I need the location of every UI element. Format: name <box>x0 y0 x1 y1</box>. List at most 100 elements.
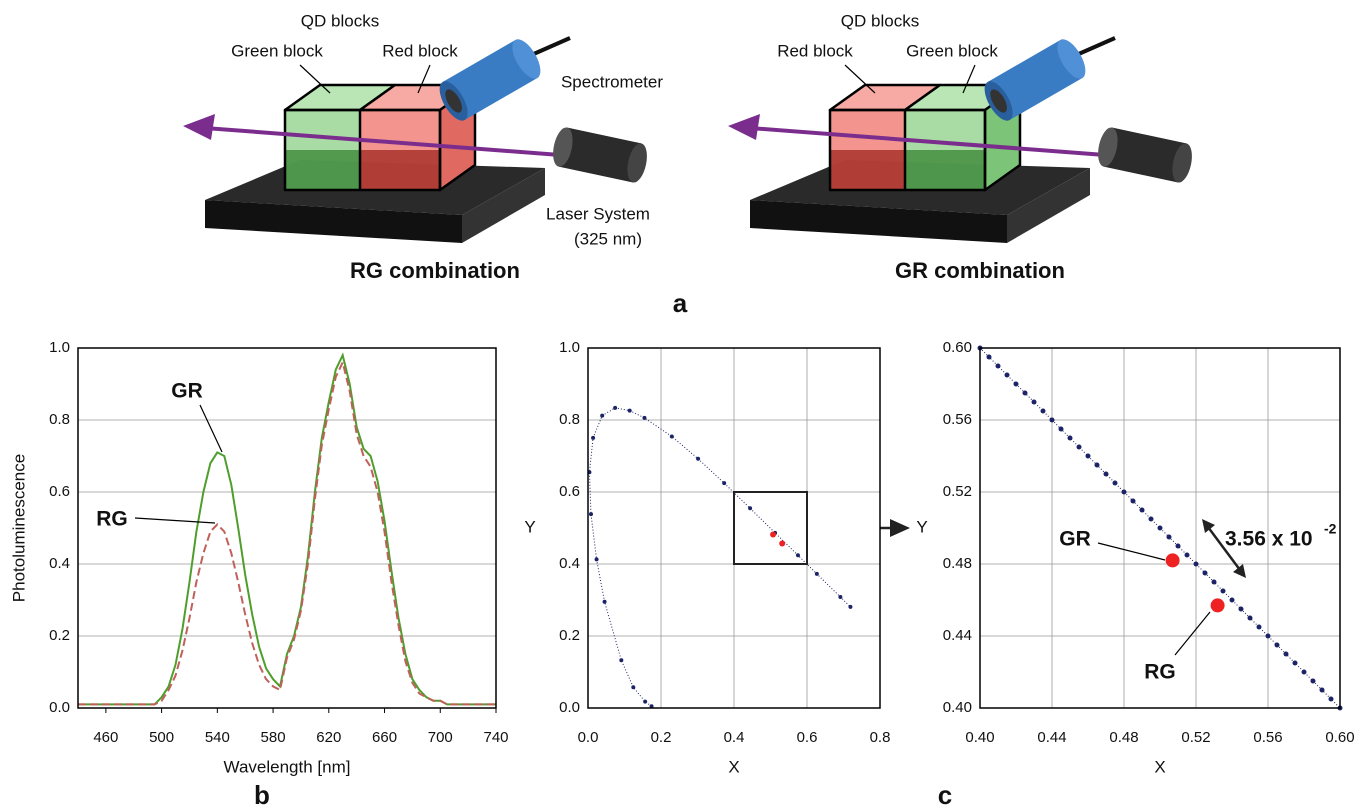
point <box>1067 435 1073 441</box>
point <box>748 506 753 511</box>
y-tick-label: 1.0 <box>49 339 70 356</box>
arrow-head <box>1202 519 1215 533</box>
point <box>1013 381 1019 387</box>
point <box>1328 696 1334 702</box>
point <box>591 435 596 440</box>
y-tick-label: 0.60 <box>943 339 972 356</box>
y-tick-label: 1.0 <box>559 339 580 356</box>
point <box>1085 453 1091 459</box>
point <box>995 363 1001 369</box>
point <box>1256 624 1262 630</box>
zoom-box <box>733 491 808 565</box>
y-tick-label: 0.4 <box>49 555 70 572</box>
point <box>1022 390 1028 396</box>
y-tick-label: 0.52 <box>943 483 972 500</box>
y-tick-label: 0.2 <box>559 627 580 644</box>
label: QD blocks <box>841 11 919 30</box>
point <box>1049 417 1055 423</box>
point <box>1247 615 1253 621</box>
panel-label: c <box>938 780 952 810</box>
series-line <box>78 359 496 706</box>
point <box>1040 408 1046 414</box>
x-tick-label: 0.8 <box>870 729 891 746</box>
x-tick-label: 0.4 <box>724 729 745 746</box>
point <box>588 512 593 517</box>
point <box>600 413 605 418</box>
point <box>814 571 819 576</box>
point <box>1301 669 1307 675</box>
plot-frame <box>587 347 881 709</box>
label: Green block <box>906 41 998 60</box>
point-label: RG <box>1144 661 1176 684</box>
point <box>602 599 607 604</box>
x-tick-label: 0.40 <box>965 729 994 746</box>
x-tick-label: 0.2 <box>651 729 672 746</box>
y-tick-label: 0.8 <box>559 411 580 428</box>
y-tick-label: 0.56 <box>943 411 972 428</box>
label: QD blocks <box>301 11 379 30</box>
point <box>838 595 843 600</box>
point <box>779 540 786 547</box>
point <box>1310 678 1316 684</box>
point <box>1139 507 1145 513</box>
panel-label: b <box>254 780 270 810</box>
caption: GR combination <box>895 258 1065 283</box>
point <box>642 415 647 420</box>
plot-frame <box>77 347 497 709</box>
x-tick-label: 0.6 <box>797 729 818 746</box>
point <box>696 456 701 461</box>
point-label: GR <box>1059 528 1091 551</box>
point <box>1175 543 1181 549</box>
point <box>1210 598 1225 613</box>
label: (325 nm) <box>574 229 642 248</box>
point <box>594 557 599 562</box>
label: Red block <box>777 41 853 60</box>
x-tick-label: 0.48 <box>1109 729 1138 746</box>
x-axis-label: X <box>1154 757 1165 776</box>
locus-line <box>979 347 1341 709</box>
point <box>613 405 618 410</box>
leader <box>134 517 216 524</box>
point <box>1211 579 1217 585</box>
point <box>1238 606 1244 612</box>
point <box>1076 444 1082 450</box>
point <box>1157 525 1163 531</box>
x-tick-label: 500 <box>149 729 174 746</box>
y-tick-label: 0.40 <box>943 699 972 716</box>
x-tick-label: 700 <box>428 729 453 746</box>
x-tick-label: 0.52 <box>1181 729 1210 746</box>
point <box>649 704 654 709</box>
point <box>770 531 777 538</box>
point <box>1229 597 1235 603</box>
point <box>1031 399 1037 405</box>
annotation-superscript: -2 <box>1324 521 1337 537</box>
arrow-head <box>1233 564 1246 578</box>
point <box>1292 660 1298 666</box>
point <box>1265 633 1271 639</box>
x-tick-label: 580 <box>261 729 286 746</box>
x-tick-label: 620 <box>316 729 341 746</box>
point <box>986 354 992 360</box>
point <box>1103 471 1109 477</box>
x-axis-label: X <box>728 757 739 776</box>
point <box>1166 534 1172 540</box>
point <box>1058 426 1064 432</box>
panel-label: a <box>673 288 688 318</box>
y-tick-label: 0.0 <box>49 699 70 716</box>
label: Red block <box>382 41 458 60</box>
y-axis-label: Y <box>916 517 927 536</box>
x-tick-label: 0.56 <box>1253 729 1282 746</box>
x-tick-label: 0.44 <box>1037 729 1066 746</box>
x-tick-label: 540 <box>205 729 230 746</box>
series-line <box>78 352 496 706</box>
point <box>1184 552 1190 558</box>
x-tick-label: 740 <box>483 729 508 746</box>
point <box>1193 561 1199 567</box>
point <box>795 553 800 558</box>
y-tick-label: 0.0 <box>559 699 580 716</box>
point <box>1094 462 1100 468</box>
y-tick-label: 0.6 <box>49 483 70 500</box>
point <box>1130 498 1136 504</box>
leader <box>199 404 223 453</box>
annotation: 3.56 x 10 <box>1225 528 1313 551</box>
